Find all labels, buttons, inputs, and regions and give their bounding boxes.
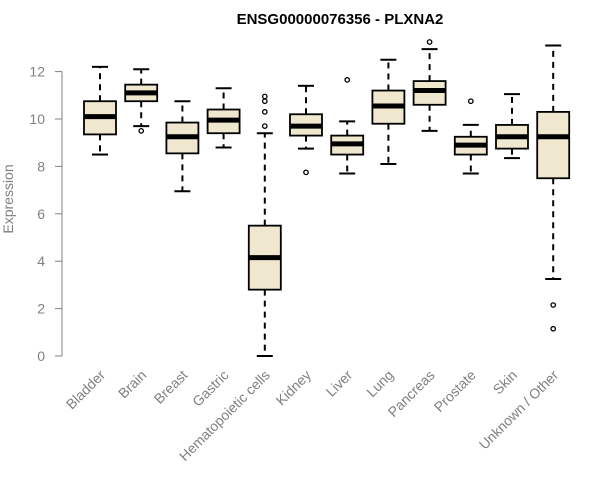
y-tick-label: 0	[37, 348, 45, 364]
x-category-label: Breast	[151, 367, 191, 407]
y-tick-label: 6	[37, 206, 45, 222]
y-tick-label: 12	[29, 64, 45, 80]
box-group	[495, 93, 529, 160]
y-tick-label: 4	[37, 253, 45, 269]
iqr-box	[536, 110, 571, 180]
y-tick-label: 10	[29, 111, 45, 127]
box-group	[83, 65, 117, 156]
outlier-point	[550, 302, 557, 308]
box-group	[453, 98, 488, 175]
outlier-point	[303, 169, 309, 176]
box-group	[124, 68, 159, 134]
x-category-label: Skin	[490, 367, 521, 398]
x-category-label: Prostate	[431, 367, 479, 415]
box-group	[330, 77, 365, 175]
x-category-label: Brain	[115, 367, 149, 401]
outlier-point	[138, 128, 145, 134]
box-group	[371, 58, 406, 166]
box-group	[206, 87, 241, 149]
x-category-label: Lung	[363, 367, 396, 400]
box-group	[165, 100, 200, 193]
box-group	[536, 44, 571, 332]
boxes-layer	[83, 39, 571, 357]
outlier-point	[261, 93, 268, 100]
x-category-label: Liver	[323, 367, 356, 400]
y-tick-label: 2	[37, 301, 45, 317]
outlier-point	[261, 98, 268, 105]
box-group	[247, 93, 282, 357]
y-axis-label: Expression	[0, 164, 16, 233]
y-tick-label: 8	[37, 158, 45, 174]
outlier-point	[261, 109, 268, 115]
outlier-point	[344, 77, 351, 83]
box-group	[289, 84, 323, 176]
y-axis: 0 2 4 6 8 10 12	[29, 64, 63, 364]
x-category-label: Bladder	[63, 367, 109, 413]
outlier-point	[550, 325, 557, 332]
x-category-label: Kidney	[273, 367, 315, 409]
outlier-point	[426, 39, 433, 45]
outlier-point	[467, 98, 474, 105]
chart-title: ENSG00000076356 - PLXNA2	[237, 11, 444, 28]
box-group	[412, 39, 447, 132]
outlier-point	[261, 123, 268, 129]
